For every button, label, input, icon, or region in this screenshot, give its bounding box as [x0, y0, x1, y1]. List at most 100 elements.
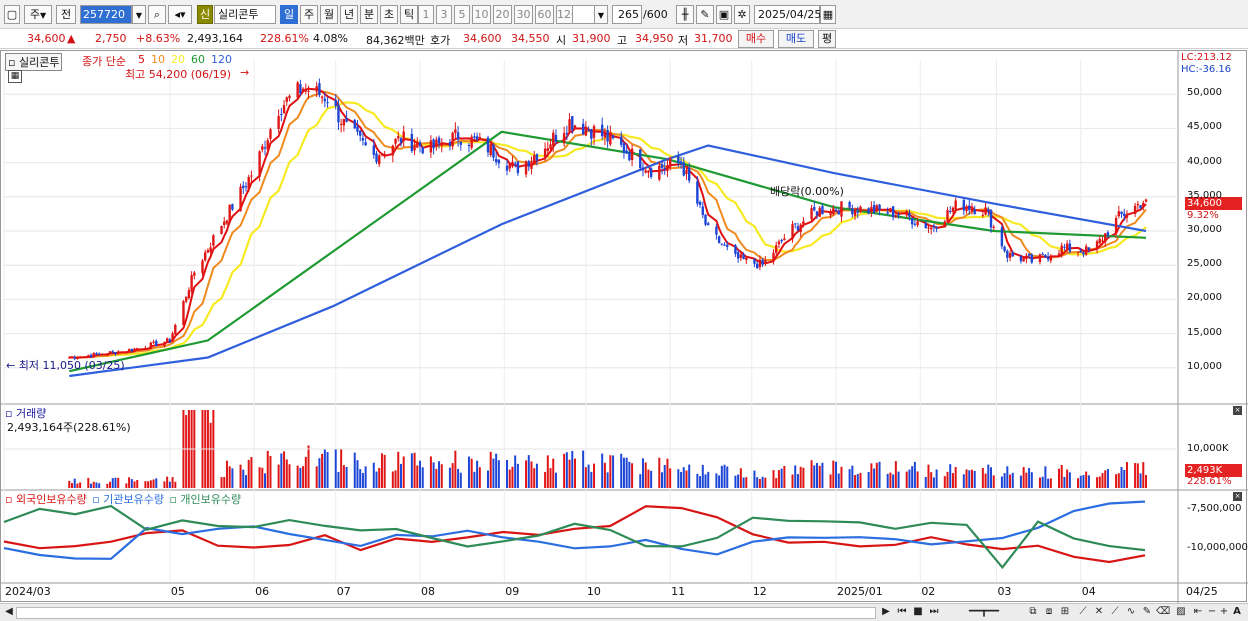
- period-button-7[interactable]: 틱: [400, 5, 418, 24]
- volume-bar: [79, 482, 82, 488]
- candle-body: [437, 137, 441, 144]
- speaker-icon[interactable]: ◂▾: [168, 5, 192, 24]
- candle-body: [726, 244, 729, 247]
- y-tick-label: 25,000: [1187, 258, 1222, 270]
- scroll-right-icon[interactable]: ▶: [882, 606, 890, 617]
- tick-button-5[interactable]: 5: [454, 5, 470, 24]
- arrow-left-icon[interactable]: ⇤: [1193, 606, 1203, 617]
- window-icon[interactable]: ▢: [4, 5, 20, 24]
- tick-button-1[interactable]: 1: [418, 5, 434, 24]
- holding-close-icon[interactable]: ×: [1233, 492, 1242, 501]
- tick-button-3[interactable]: 3: [436, 5, 452, 24]
- volume-bar: [859, 472, 862, 488]
- candle-body: [1133, 205, 1137, 214]
- volume-bar: [620, 453, 623, 488]
- candle-body: [171, 333, 174, 342]
- copy-icon[interactable]: ⧈: [1045, 606, 1053, 617]
- candle-body: [603, 132, 607, 138]
- volume-bar: [930, 472, 933, 488]
- compare-icon[interactable]: ⧉: [1029, 606, 1037, 617]
- candle-body: [494, 158, 498, 163]
- candle-body: [184, 296, 188, 302]
- volume-bar: [593, 463, 596, 488]
- chart-type-icon[interactable]: ╫: [676, 5, 694, 24]
- sell-button[interactable]: 매도: [778, 30, 814, 48]
- candle-body: [416, 142, 419, 148]
- period-button-1[interactable]: 일: [280, 5, 298, 24]
- draw-tool-icon[interactable]: ✎: [696, 5, 714, 24]
- bottom-scrollbar[interactable]: ◀ ▶ ⏮ ■ ⏭ ━━┳━━ ⧉ ⧈ ⊞ ⟋ ✕ ⟋ ∿ ✎ ⌫ ▨ ⇤ − …: [0, 603, 1248, 621]
- volume-bar: [612, 455, 615, 488]
- tick-button-60[interactable]: 60: [535, 5, 554, 24]
- candle-body: [524, 161, 528, 175]
- stop-icon[interactable]: ■: [913, 606, 923, 617]
- candle-body: [886, 212, 889, 214]
- volume-bar: [242, 469, 245, 488]
- volume-bar: [356, 460, 359, 488]
- candle-body: [304, 88, 308, 92]
- rewind-icon[interactable]: ⏮: [897, 606, 907, 617]
- volume-bar: [851, 465, 854, 488]
- volume-bar: [302, 466, 305, 488]
- volume-bar: [68, 480, 71, 488]
- fast-forward-icon[interactable]: ⏭: [929, 606, 939, 617]
- eval-button[interactable]: 평: [818, 30, 836, 48]
- line-tool-icon[interactable]: ⟋: [1079, 606, 1087, 617]
- gear-icon[interactable]: ✲: [734, 5, 750, 24]
- auto-scale-icon[interactable]: A: [1233, 606, 1241, 617]
- trend-tool-icon[interactable]: ⟋: [1111, 606, 1119, 617]
- volume-bar: [723, 464, 726, 488]
- cross-tool-icon[interactable]: ✕: [1094, 606, 1104, 617]
- eraser-tool-icon[interactable]: ⌫: [1156, 606, 1171, 617]
- count-input[interactable]: 265: [612, 5, 642, 24]
- buy-button[interactable]: 매수: [738, 30, 774, 48]
- tick-button-10[interactable]: 10: [472, 5, 491, 24]
- candle-body: [127, 349, 131, 352]
- candle-body: [1000, 227, 1004, 247]
- date-input[interactable]: 2025/04/25: [754, 5, 821, 24]
- save-icon[interactable]: ▣: [716, 5, 732, 24]
- zoom-slider[interactable]: ━━┳━━: [968, 606, 1000, 617]
- candle-body: [209, 247, 212, 252]
- candle-body: [1098, 238, 1101, 244]
- ma-legend-label: 종가 단순: [82, 55, 126, 68]
- search-icon[interactable]: ⌕: [148, 5, 166, 24]
- scroll-left-icon[interactable]: ◀: [5, 606, 13, 617]
- grid-toggle-icon[interactable]: ▦: [8, 70, 22, 83]
- candle-body: [562, 133, 566, 144]
- volume-bar: [832, 460, 835, 488]
- zoom-out-icon[interactable]: −: [1207, 606, 1217, 617]
- period-button-2[interactable]: 주: [300, 5, 318, 24]
- scroll-track[interactable]: [16, 607, 876, 619]
- volume-bar: [473, 471, 476, 488]
- layout-icon[interactable]: ⊞: [1060, 606, 1070, 617]
- wave-tool-icon[interactable]: ∿: [1126, 606, 1136, 617]
- zoom-in-icon[interactable]: +: [1219, 606, 1229, 617]
- period-primary-select[interactable]: 주▼: [24, 5, 52, 24]
- period-button-4[interactable]: 년: [340, 5, 358, 24]
- stock-name-field[interactable]: 실리콘투: [214, 5, 276, 24]
- candle-body: [364, 142, 367, 146]
- calendar-icon[interactable]: ▦: [820, 5, 836, 24]
- tick-button-30[interactable]: 30: [514, 5, 533, 24]
- tick-button-20[interactable]: 20: [493, 5, 512, 24]
- period-button-5[interactable]: 분: [360, 5, 378, 24]
- x-tick-label: 2025/01: [837, 585, 883, 598]
- pencil-tool-icon[interactable]: ✎: [1142, 606, 1152, 617]
- stock-code-input[interactable]: 257720: [80, 5, 132, 24]
- volume-bar: [340, 448, 343, 488]
- x-tick-label: 02: [921, 585, 936, 598]
- price-chart-svg[interactable]: [0, 50, 1248, 603]
- ma-legend-item-2: 10: [151, 53, 165, 66]
- period-button-3[interactable]: 월: [320, 5, 338, 24]
- candle-body: [448, 142, 452, 147]
- volume-close-icon[interactable]: ×: [1233, 406, 1242, 415]
- volume-bar: [1123, 469, 1126, 488]
- candle-body: [927, 227, 930, 229]
- prev-button[interactable]: 전: [56, 5, 76, 24]
- range-dropdown-icon[interactable]: ▼: [594, 5, 608, 24]
- pattern-tool-icon[interactable]: ▨: [1176, 606, 1186, 617]
- period-button-6[interactable]: 초: [380, 5, 398, 24]
- volume-bar: [1000, 476, 1003, 488]
- code-dropdown-icon[interactable]: ▼: [132, 5, 146, 24]
